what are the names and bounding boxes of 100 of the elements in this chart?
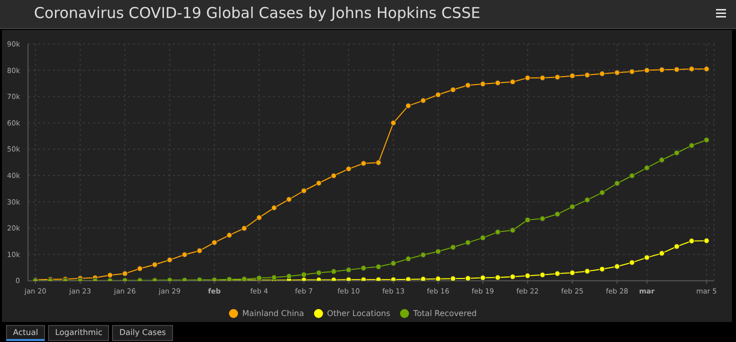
point [658, 66, 665, 73]
point [494, 274, 501, 280]
point [584, 268, 590, 274]
point [510, 227, 516, 234]
point [166, 257, 173, 263]
point [182, 252, 188, 258]
point [241, 225, 248, 232]
point [420, 252, 426, 258]
chart-title: Coronavirus COVID-19 Global Cases by Johns Hopkins CSSE [34, 4, 480, 22]
point [554, 270, 560, 276]
point [569, 72, 576, 79]
point [599, 70, 606, 77]
point [450, 276, 456, 281]
point [674, 244, 680, 250]
point [390, 120, 396, 126]
point [540, 272, 546, 278]
point [688, 66, 695, 72]
point [271, 274, 277, 280]
point [136, 266, 143, 272]
point [704, 238, 710, 244]
point [212, 240, 218, 246]
point [584, 197, 590, 203]
point [569, 270, 576, 276]
point [658, 157, 665, 163]
point [286, 196, 292, 202]
point [540, 216, 546, 222]
point [465, 275, 471, 281]
point [658, 250, 665, 256]
point [122, 270, 128, 276]
point [300, 188, 307, 194]
point [300, 272, 307, 278]
point [629, 172, 635, 179]
point [330, 172, 337, 179]
point [494, 80, 501, 86]
point [405, 256, 412, 262]
point [420, 98, 426, 104]
point [465, 240, 471, 246]
point [420, 276, 426, 281]
point [376, 276, 382, 281]
point [226, 232, 232, 238]
text: Logarithmic [48, 325, 110, 341]
point [674, 66, 680, 72]
legend-label: Mainland China [242, 308, 304, 318]
point [614, 70, 620, 76]
point [524, 217, 530, 223]
point [405, 102, 412, 109]
point [674, 150, 680, 156]
point [614, 264, 620, 270]
point [271, 204, 277, 211]
text: Actual [6, 325, 46, 341]
point [524, 272, 530, 279]
point [540, 75, 546, 81]
point [599, 190, 606, 196]
point [286, 273, 292, 280]
point [450, 86, 456, 93]
point [510, 78, 516, 85]
point [435, 248, 442, 254]
point [494, 229, 501, 235]
point [704, 137, 710, 143]
point [360, 276, 366, 281]
point [554, 74, 560, 80]
point [584, 72, 590, 78]
point [360, 160, 366, 166]
point [316, 180, 322, 186]
point [644, 164, 650, 171]
point [465, 82, 471, 88]
point [256, 214, 262, 220]
point [510, 274, 516, 280]
point [614, 180, 620, 186]
legend-label: Other Locations [327, 308, 390, 318]
text: Daily Cases [112, 325, 173, 341]
point [152, 262, 158, 268]
point [480, 274, 486, 281]
point [107, 272, 113, 278]
point [435, 92, 442, 98]
point [376, 264, 382, 270]
point [390, 260, 396, 266]
legend-label: Total Recovered [413, 308, 477, 318]
point [704, 66, 710, 72]
point [480, 234, 486, 241]
point [554, 211, 560, 218]
point [346, 267, 352, 273]
point [196, 248, 202, 254]
point [524, 75, 530, 81]
point [688, 142, 695, 148]
point [644, 254, 650, 260]
point [688, 238, 695, 244]
point [435, 276, 442, 281]
point [629, 260, 635, 266]
point [316, 270, 322, 276]
point [480, 81, 486, 87]
point [450, 244, 456, 250]
point [346, 166, 352, 172]
point [330, 268, 337, 274]
point [629, 68, 635, 75]
point [569, 204, 576, 210]
point [644, 67, 650, 74]
point [405, 276, 412, 281]
point [599, 266, 606, 272]
point [360, 265, 366, 271]
